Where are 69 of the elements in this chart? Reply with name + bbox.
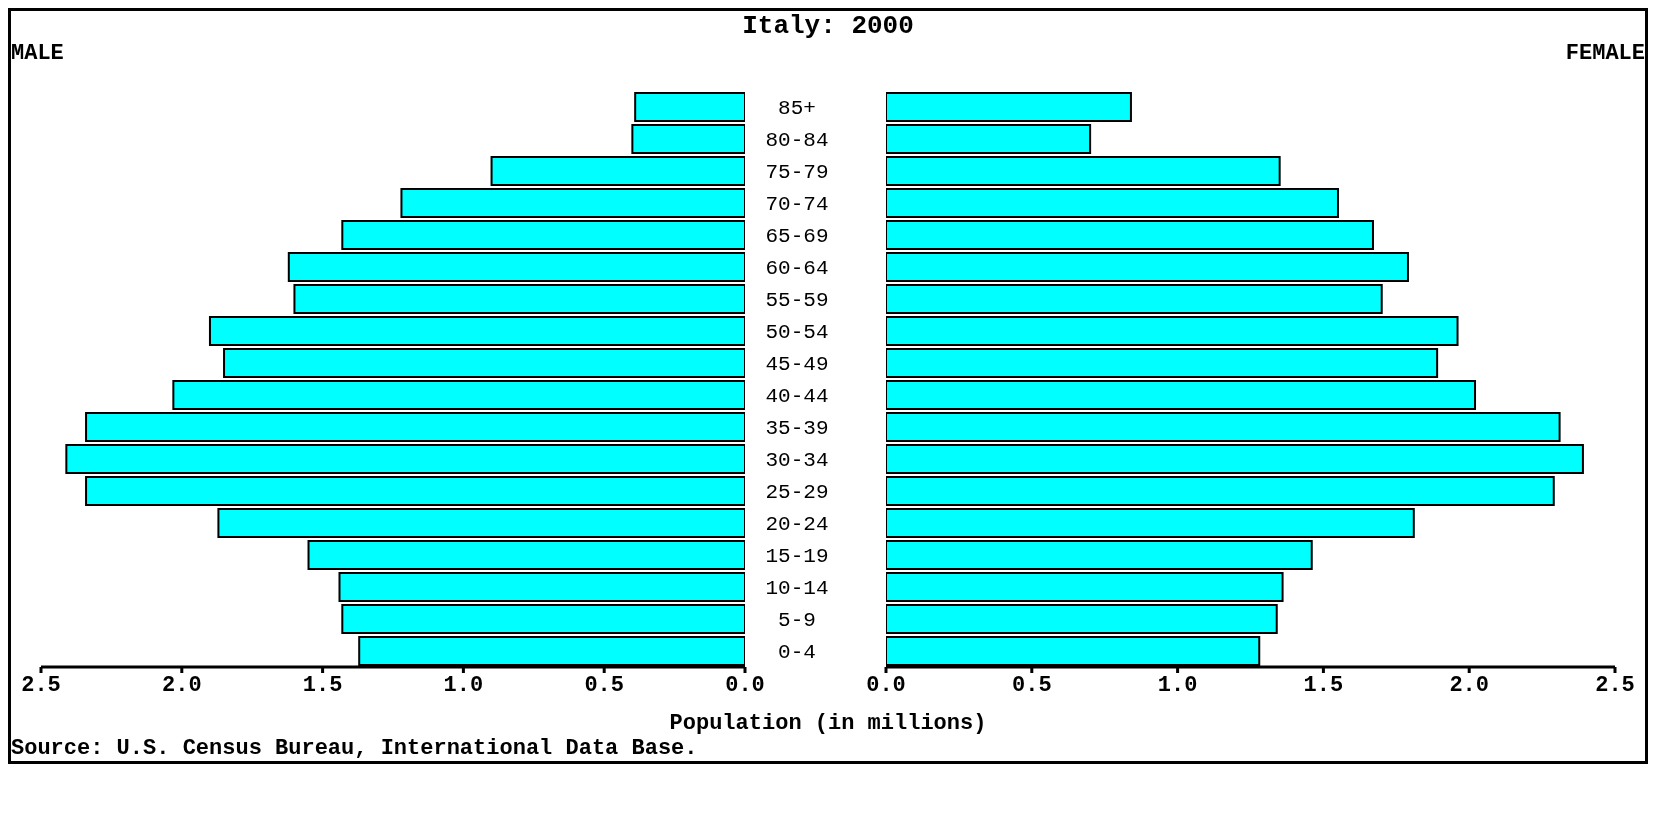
y-tick-label: 0-4 xyxy=(778,641,816,665)
bar xyxy=(886,508,1415,538)
bar xyxy=(400,188,745,218)
y-tick-label: 45-49 xyxy=(765,353,829,377)
y-tick-label: 40-44 xyxy=(765,385,829,409)
bar xyxy=(886,316,1459,346)
y-tick-label: 10-14 xyxy=(765,577,829,601)
bar xyxy=(341,604,745,634)
y-tick-label: 30-34 xyxy=(765,449,829,473)
bar xyxy=(886,604,1278,634)
y-tick-label: 65-69 xyxy=(765,225,829,249)
x-tick-label: 2.5 xyxy=(21,672,61,698)
bar xyxy=(172,380,745,410)
bar xyxy=(886,412,1561,442)
y-tick-label: 20-24 xyxy=(765,513,829,537)
x-tick-label: 1.0 xyxy=(1157,672,1198,698)
bar xyxy=(307,540,745,570)
x-tick-label: 0.5 xyxy=(584,672,624,698)
y-tick-label: 15-19 xyxy=(765,545,829,569)
x-tick-label: 0.5 xyxy=(1012,672,1052,698)
bar xyxy=(65,444,745,474)
bar xyxy=(886,540,1313,570)
x-tick-label: 1.5 xyxy=(1303,672,1344,698)
chart-subtitle: MALE xyxy=(11,41,65,68)
bar xyxy=(886,156,1281,186)
bar xyxy=(634,92,745,122)
bar xyxy=(85,476,745,506)
y-tick-label: 5-9 xyxy=(778,609,816,633)
bar xyxy=(886,92,1132,122)
bar xyxy=(886,476,1555,506)
bar xyxy=(490,156,745,186)
bar xyxy=(886,188,1339,218)
y-tick-label: 55-59 xyxy=(765,289,829,313)
bar xyxy=(886,444,1584,474)
x-tick-label: 1.0 xyxy=(443,672,484,698)
x-tick-label: 2.5 xyxy=(1595,672,1635,698)
bar xyxy=(208,316,745,346)
y-tick-label: 60-64 xyxy=(765,257,829,281)
y-tick-label: 25-29 xyxy=(765,481,829,505)
bar xyxy=(886,124,1092,154)
y-tick-label: 50-54 xyxy=(765,321,829,345)
bar xyxy=(293,284,745,314)
bar xyxy=(341,220,745,250)
chart-subtitle: FEMALE xyxy=(1564,41,1645,68)
x-tick-label: 1.5 xyxy=(302,672,343,698)
source-note: Source: U.S. Census Bureau, International Data Base. xyxy=(11,736,699,761)
bar xyxy=(631,124,745,154)
bar xyxy=(886,348,1439,378)
bar xyxy=(886,380,1477,410)
y-tick-label: 70-74 xyxy=(765,193,829,217)
y-tick-label: 85+ xyxy=(778,97,816,121)
bar xyxy=(217,508,745,538)
x-tick-label: 0.0 xyxy=(866,672,906,698)
text: Italy: 2000 xyxy=(741,11,915,41)
y-tick-label: 35-39 xyxy=(765,417,829,441)
x-axis-title: Population (in millions) xyxy=(668,711,988,736)
bar xyxy=(287,252,745,282)
x-tick-label: 2.0 xyxy=(1449,672,1489,698)
bar xyxy=(886,284,1383,314)
bar xyxy=(886,220,1374,250)
bar xyxy=(886,252,1409,282)
bar xyxy=(886,572,1284,602)
x-tick-label: 2.0 xyxy=(162,672,202,698)
y-tick-label: 75-79 xyxy=(765,161,829,185)
x-tick-label: 0.0 xyxy=(725,672,765,698)
bar xyxy=(338,572,745,602)
bar xyxy=(85,412,745,442)
y-tick-label: 80-84 xyxy=(765,129,829,153)
bar xyxy=(223,348,745,378)
